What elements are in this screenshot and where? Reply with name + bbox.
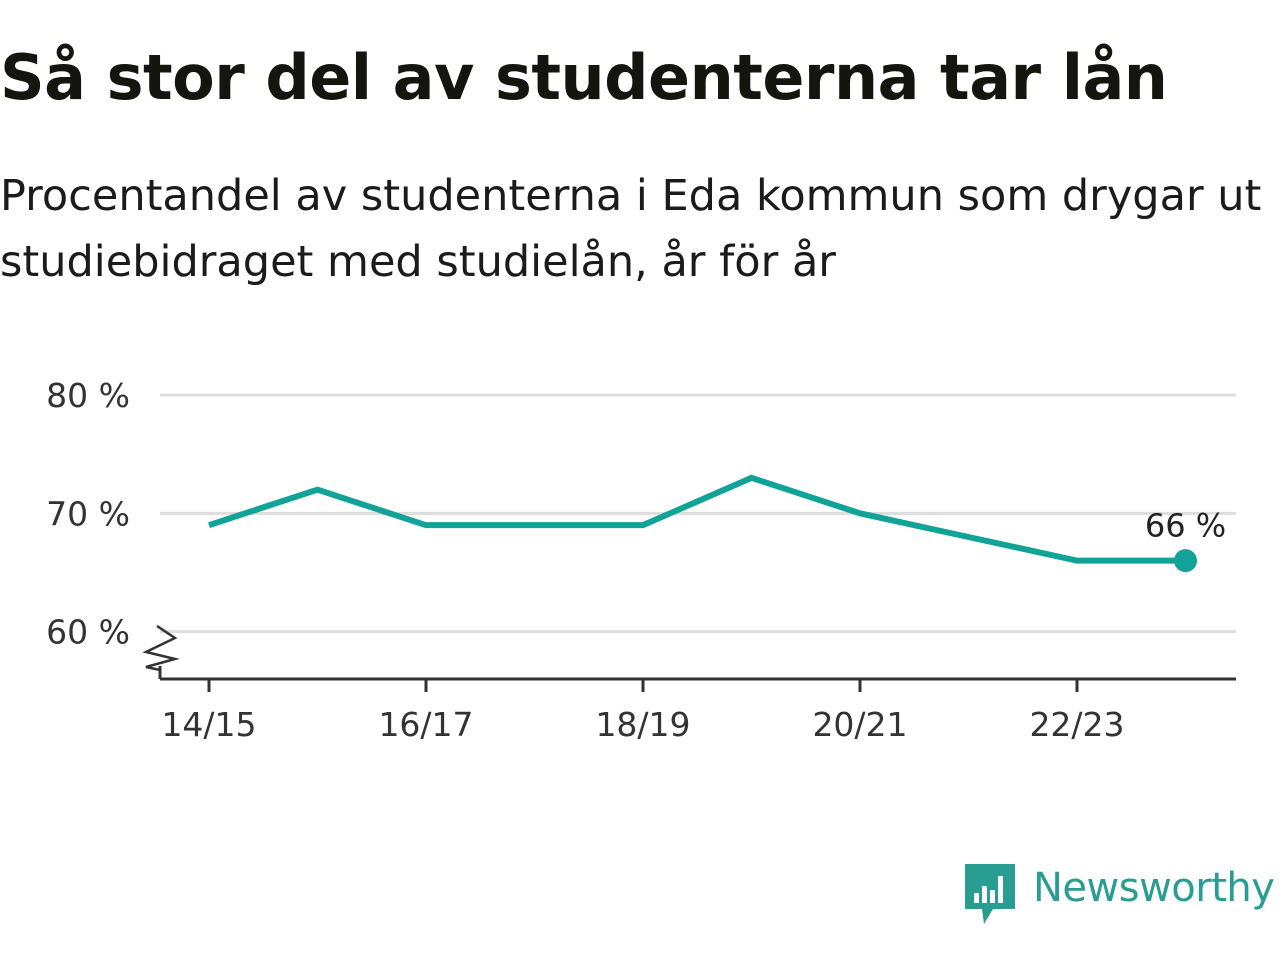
x-tick-label: 22/23 [1029, 705, 1124, 744]
axes [142, 624, 1236, 692]
chart-subtitle: Procentandel av studenterna i Eda kommun… [0, 171, 1262, 287]
newsworthy-logo-text: Newsworthy [1033, 865, 1275, 911]
series-layer [208, 474, 1197, 573]
chart-title: Så stor del av studenterna tar lån [0, 41, 1168, 114]
x-tick-label: 16/17 [378, 705, 473, 744]
series-line [208, 474, 1186, 564]
x-tick-label: 14/15 [161, 705, 256, 744]
end-value-label: 66 % [1145, 507, 1226, 545]
newsworthy-logo: Newsworthy [965, 864, 1275, 926]
y-tick-label: 70 % [46, 494, 130, 533]
labels: 60 % 70 % 80 % 14/15 16/17 18/19 20/21 22/23 66 … [46, 376, 1226, 744]
y-tick-label: 60 % [46, 613, 130, 652]
axis-break-icon [142, 624, 180, 672]
x-tick-label: 18/19 [595, 705, 690, 744]
grid-lines [160, 393, 1236, 634]
x-tick-label: 20/21 [812, 705, 907, 744]
end-point-marker [1174, 549, 1197, 573]
newsworthy-chart-icon [965, 864, 1015, 924]
y-tick-label: 80 % [46, 376, 130, 415]
